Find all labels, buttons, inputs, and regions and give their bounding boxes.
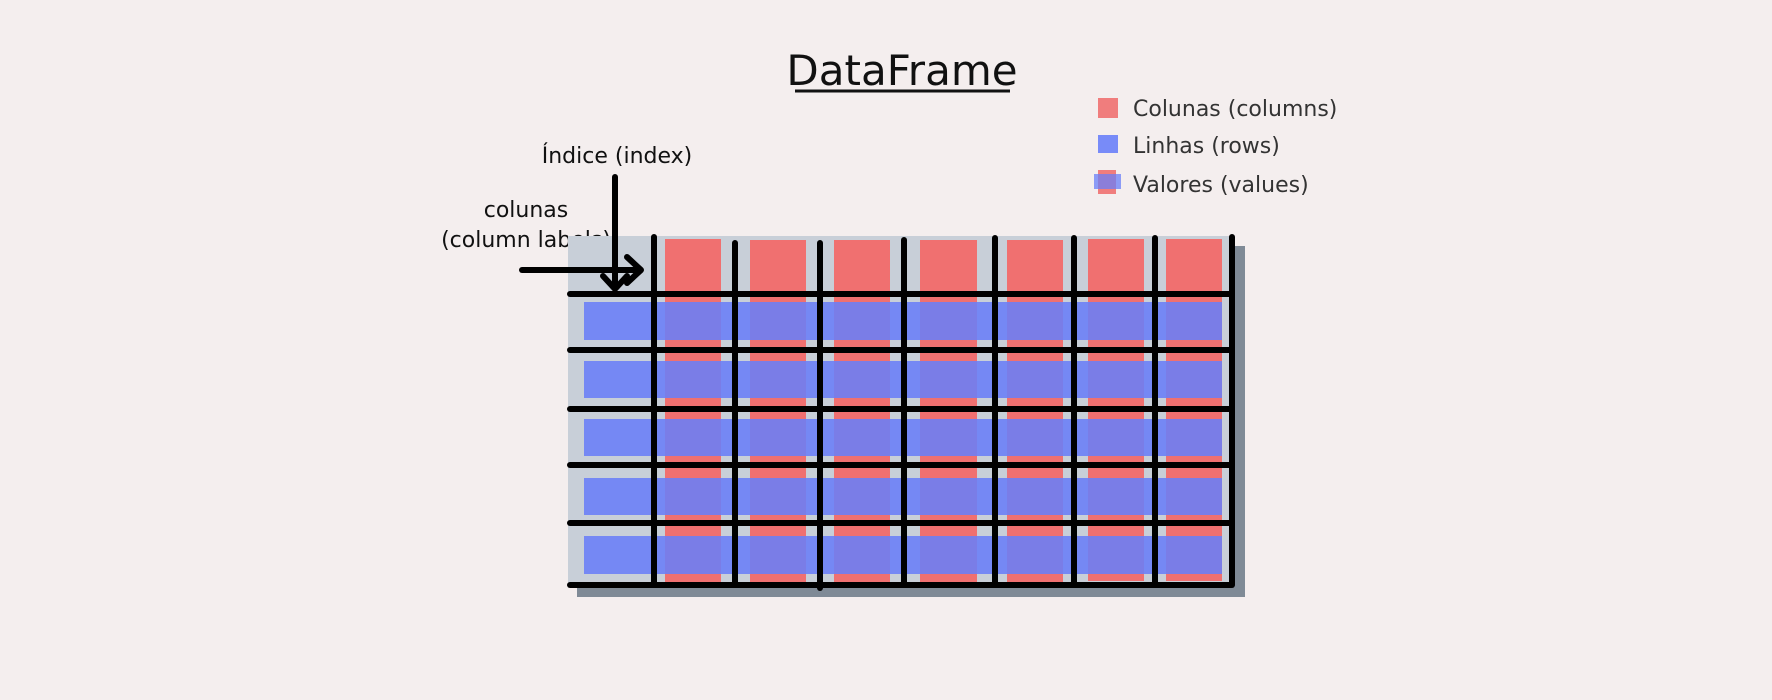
legend: Colunas (columns) Linhas (rows) Valores … bbox=[1094, 97, 1337, 198]
legend-columns-swatch bbox=[1098, 98, 1118, 118]
diagram-title: DataFrame bbox=[786, 46, 1017, 95]
legend-columns-label: Colunas (columns) bbox=[1133, 97, 1337, 122]
columns-annotation-line1: colunas bbox=[484, 198, 569, 223]
legend-values-label: Valores (values) bbox=[1133, 173, 1309, 198]
legend-values-swatch-rows bbox=[1094, 174, 1121, 189]
legend-rows-swatch bbox=[1098, 135, 1118, 153]
column-labels-arrow bbox=[519, 254, 644, 286]
legend-rows-label: Linhas (rows) bbox=[1133, 134, 1280, 159]
index-annotation: Índice (index) bbox=[542, 143, 693, 169]
table-grid bbox=[567, 234, 1235, 591]
